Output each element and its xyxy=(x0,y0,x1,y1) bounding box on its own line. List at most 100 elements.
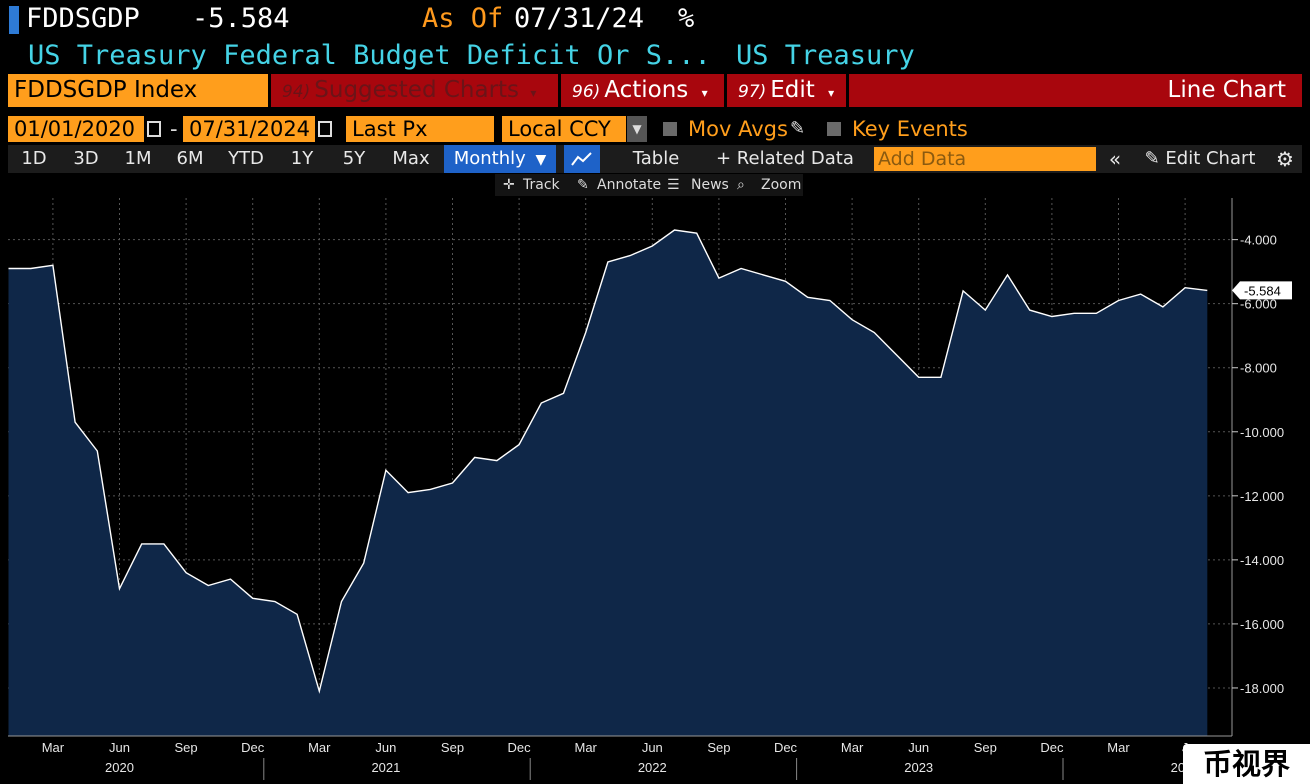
frequency-select[interactable]: Monthly ▼ xyxy=(444,145,556,173)
x-year-label: 2022 xyxy=(638,760,667,775)
chevron-down-icon[interactable]: ▼ xyxy=(627,116,647,142)
start-date-input[interactable]: 01/01/2020 xyxy=(8,116,144,142)
last-value: -5.584 xyxy=(192,3,290,34)
x-tick-label: Jun xyxy=(908,740,929,755)
y-axis: -4.000 -6.000 -8.000 -10.000 -12.000 -14.000 -… xyxy=(1231,198,1284,736)
pencil-icon: ✎ xyxy=(1144,148,1160,169)
chevron-down-icon: ▼ xyxy=(535,152,547,168)
edit-label: Edit xyxy=(770,77,815,103)
y-tick-label: -14.000 xyxy=(1240,553,1284,568)
edit-chart-label: Edit Chart xyxy=(1165,148,1256,169)
chevron-down-icon: ▾ xyxy=(530,86,537,100)
price-field-select[interactable]: Last Px xyxy=(346,116,494,142)
period-3d-button[interactable]: 3D xyxy=(73,148,99,169)
related-data-button[interactable]: + Related Data xyxy=(716,148,854,169)
y-tick-label: -10.000 xyxy=(1240,425,1284,440)
track-button[interactable]: Track xyxy=(523,177,560,193)
chart-options-row: 01/01/2020 - 07/31/2024 Last Px Local CC… xyxy=(0,116,1310,144)
edit-menu[interactable]: 97) Edit ▾ xyxy=(738,77,835,103)
x-tick-label: Mar xyxy=(1107,740,1130,755)
mov-avgs-label[interactable]: Mov Avgs xyxy=(688,117,788,141)
x-axis: Mar Jun Sep Dec Mar Jun Sep Dec Mar Jun Sep Dec Mar J… xyxy=(8,735,1232,780)
collapse-icon[interactable]: « xyxy=(1108,147,1122,171)
x-tick-label: Sep xyxy=(974,740,997,755)
annotate-button[interactable]: Annotate xyxy=(597,177,662,193)
x-tick-label: Mar xyxy=(841,740,864,755)
y-tick-label: -4.000 xyxy=(1240,233,1277,248)
calendar-icon[interactable] xyxy=(318,121,332,137)
calendar-icon[interactable] xyxy=(147,121,161,137)
y-tick-label: -6.000 xyxy=(1240,297,1277,312)
last-value-label: -5.584 xyxy=(1244,283,1281,298)
index-field[interactable]: FDDSGDP Index xyxy=(8,74,268,107)
period-6m-button[interactable]: 6M xyxy=(176,148,204,169)
security-description-row: US Treasury Federal Budget Deficit Or S.… xyxy=(0,38,1310,74)
x-tick-label: Mar xyxy=(308,740,331,755)
chevron-down-icon: ▾ xyxy=(828,86,835,100)
period-1d-button[interactable]: 1D xyxy=(21,148,47,169)
mov-avgs-checkbox[interactable] xyxy=(663,122,677,136)
x-tick-label: Jun xyxy=(109,740,130,755)
suggested-charts-menu[interactable]: 94) Suggested Charts ▾ xyxy=(282,77,537,103)
data-source: US Treasury xyxy=(736,40,915,71)
period-1m-button[interactable]: 1M xyxy=(124,148,152,169)
x-year-label: 2020 xyxy=(105,760,134,775)
period-max-button[interactable]: Max xyxy=(392,148,430,169)
news-icon[interactable]: ☰ xyxy=(667,177,680,193)
news-button[interactable]: News xyxy=(691,177,729,193)
zoom-button[interactable]: Zoom xyxy=(761,177,802,193)
chart-type-label[interactable]: Line Chart xyxy=(1167,77,1286,103)
gear-icon[interactable]: ⚙ xyxy=(1276,147,1294,171)
magnifier-icon[interactable]: ⌕ xyxy=(737,177,745,193)
suggested-charts-label: Suggested Charts xyxy=(314,77,520,103)
actions-label: Actions xyxy=(604,77,689,103)
chart-tools: ✛ Track ✎ Annotate ☰ News ⌕ Zoom xyxy=(495,174,803,196)
date-range-separator: - xyxy=(170,117,178,141)
as-of-label: As Of xyxy=(422,3,504,34)
y-tick-label: -18.000 xyxy=(1240,681,1284,696)
x-tick-label: Jun xyxy=(642,740,663,755)
actions-menu[interactable]: 96) Actions ▾ xyxy=(572,77,708,103)
x-tick-label: Dec xyxy=(774,740,798,755)
x-tick-label: Mar xyxy=(42,740,65,755)
x-tick-label: Sep xyxy=(441,740,464,755)
x-year-label: 2021 xyxy=(371,760,400,775)
end-date-input[interactable]: 07/31/2024 xyxy=(183,116,315,142)
table-button[interactable]: Table xyxy=(632,148,680,169)
period-bar: 1D 3D 1M 6M YTD 1Y 5Y Max Monthly ▼ Tabl… xyxy=(8,145,1302,173)
security-color-marker xyxy=(9,6,19,34)
watermark-logo: 币视界 xyxy=(1183,744,1310,784)
x-tick-label: Dec xyxy=(1040,740,1064,755)
y-tick-label: -12.000 xyxy=(1240,489,1284,504)
pencil-icon[interactable]: ✎ xyxy=(790,118,806,139)
period-5y-button[interactable]: 5Y xyxy=(342,148,366,169)
unit-label: % xyxy=(678,3,695,34)
currency-select[interactable]: Local CCY xyxy=(502,116,626,142)
x-tick-label: Jun xyxy=(375,740,396,755)
crosshair-icon[interactable]: ✛ xyxy=(503,177,515,193)
pencil-icon[interactable]: ✎ xyxy=(577,177,589,193)
as-of-date: 07/31/24 xyxy=(514,3,645,34)
ticker-symbol[interactable]: FDDSGDP xyxy=(26,3,140,34)
x-tick-label: Sep xyxy=(175,740,198,755)
chevron-down-icon: ▾ xyxy=(701,86,708,100)
key-events-label[interactable]: Key Events xyxy=(852,117,968,141)
y-tick-label: -8.000 xyxy=(1240,361,1277,376)
x-tick-label: Mar xyxy=(575,740,598,755)
add-data-input[interactable]: Add Data xyxy=(874,147,1096,171)
function-toolbar: FDDSGDP Index 94) Suggested Charts ▾ 96) A… xyxy=(8,74,1302,107)
x-tick-label: Dec xyxy=(508,740,532,755)
series-area xyxy=(8,230,1208,736)
y-tick-label: -16.000 xyxy=(1240,617,1284,632)
edit-chart-button[interactable]: ✎ Edit Chart xyxy=(1134,145,1266,173)
x-year-label: 2023 xyxy=(904,760,933,775)
line-chart-icon[interactable] xyxy=(564,145,600,173)
x-tick-label: Sep xyxy=(707,740,730,755)
period-ytd-button[interactable]: YTD xyxy=(228,148,264,169)
last-value-marker: -5.584 xyxy=(1232,281,1292,300)
last-value-flag xyxy=(1232,281,1292,300)
security-header: FDDSGDP -5.584 As Of 07/31/24 % xyxy=(0,0,1310,40)
key-events-checkbox[interactable] xyxy=(827,122,841,136)
period-1y-button[interactable]: 1Y xyxy=(290,148,314,169)
